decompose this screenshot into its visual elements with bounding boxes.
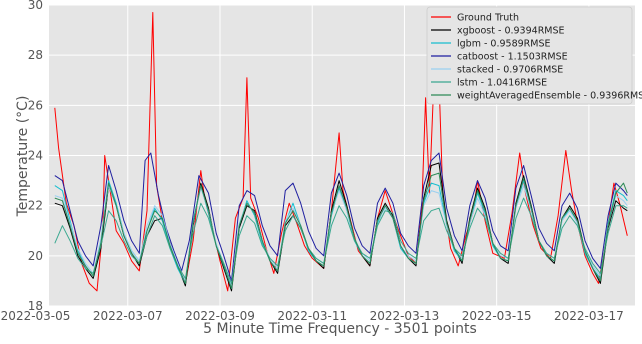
y-tick-labels: 18 20 22 24 26 28 30: [28, 0, 43, 313]
legend-label-6: weightAveragedEnsemble - 0.9396RMSE: [457, 91, 642, 102]
legend-label-1: xgboost - 0.9394RMSE: [457, 26, 565, 37]
y-tick-label: 30: [28, 0, 43, 12]
y-tick-label: 22: [28, 199, 43, 213]
legend-label-3: catboost - 1.1503RMSE: [457, 52, 568, 63]
y-axis-label: Temperature (°C): [15, 96, 31, 218]
x-axis-label: 5 Minute Time Frequency - 3501 points: [203, 321, 477, 337]
legend-box: [426, 6, 633, 105]
x-tick-label: 2022-03-13: [370, 309, 440, 323]
y-tick-label: 20: [28, 249, 43, 263]
legend-label-4: stacked - 0.9706RMSE: [457, 65, 563, 76]
y-tick-label: 28: [28, 48, 43, 62]
legend: Ground Truth xgboost - 0.9394RMSE lgbm - 0…: [426, 6, 642, 105]
x-tick-label: 2022-03-17: [554, 309, 624, 323]
y-tick-label: 24: [28, 149, 43, 163]
x-tick-label: 2022-03-11: [277, 309, 347, 323]
x-tick-labels: 2022-03-05 2022-03-07 2022-03-09 2022-03-11…: [1, 309, 624, 323]
series-line-5: [54, 197, 628, 284]
series-line-3: [54, 152, 628, 282]
series-line-0: [54, 12, 628, 292]
x-tick-label: 2022-03-15: [462, 309, 532, 323]
y-tick-label: 26: [28, 98, 43, 112]
legend-label-0: Ground Truth: [457, 13, 519, 24]
x-tick-label: 2022-03-05: [1, 309, 71, 323]
series-line-6: [54, 172, 628, 289]
legend-label-5: lstm - 1.0416RMSE: [457, 78, 547, 89]
legend-label-2: lgbm - 0.9589RMSE: [457, 39, 551, 50]
series-lines: [54, 12, 628, 292]
y-tick-label: 18: [28, 299, 43, 313]
x-tick-label: 2022-03-07: [93, 309, 163, 323]
x-tick-label: 2022-03-09: [185, 309, 255, 323]
